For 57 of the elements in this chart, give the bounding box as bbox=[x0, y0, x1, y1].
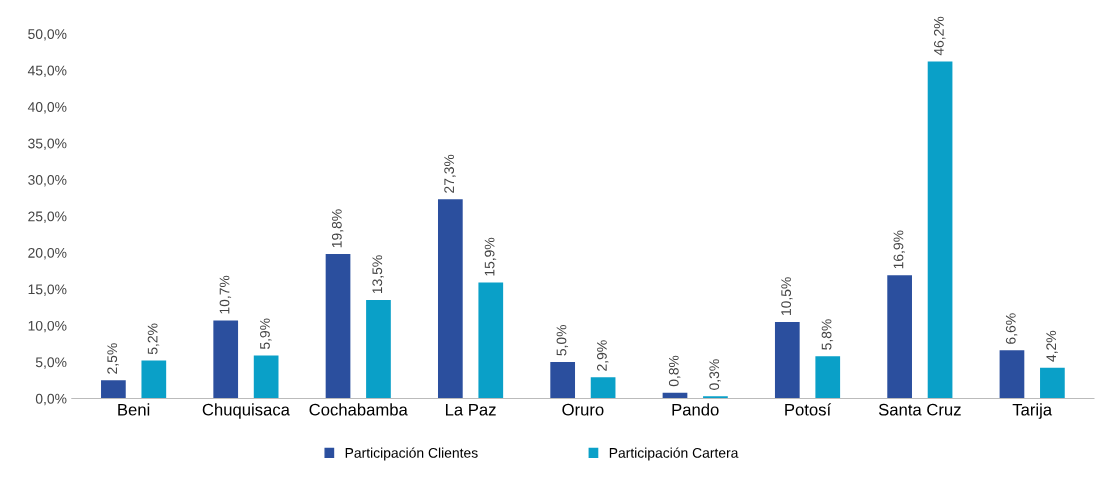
x-tick-label: Oruro bbox=[562, 403, 604, 416]
x-tick-label: Tarija bbox=[1012, 403, 1053, 419]
bar bbox=[325, 254, 351, 399]
y-tick-label: 30,0% bbox=[28, 175, 67, 187]
bar bbox=[253, 355, 279, 399]
data-label: 4,2% bbox=[1046, 330, 1058, 362]
data-label: 0,3% bbox=[709, 359, 721, 390]
x-tick-label: Chuquisaca bbox=[202, 403, 290, 419]
x-tick-label: Santa Cruz bbox=[878, 403, 961, 416]
bar bbox=[213, 320, 239, 399]
bar bbox=[774, 321, 800, 399]
data-label: 5,8% bbox=[821, 319, 834, 350]
data-label: 46,2% bbox=[933, 16, 946, 56]
bar bbox=[101, 380, 126, 399]
legend-label: Participación Clientes bbox=[345, 447, 478, 461]
y-tick-label: 5,0% bbox=[35, 357, 67, 369]
data-label: 15,9% bbox=[484, 237, 497, 276]
data-label: 16,9% bbox=[893, 230, 905, 269]
data-label: 5,9% bbox=[260, 318, 272, 350]
data-label: 10,7% bbox=[219, 275, 232, 314]
legend-label: Participación Cartera bbox=[609, 447, 739, 461]
y-tick-label: 45,0% bbox=[27, 65, 67, 78]
y-tick-label: 35,0% bbox=[28, 138, 67, 151]
y-tick-label: 40,0% bbox=[27, 102, 67, 114]
bar bbox=[437, 199, 463, 399]
data-label: 6,6% bbox=[1005, 313, 1018, 344]
x-tick-label: Potosí bbox=[785, 403, 832, 416]
data-label: 10,5% bbox=[781, 277, 793, 315]
data-label: 27,3% bbox=[444, 154, 456, 193]
bar bbox=[703, 396, 728, 399]
y-tick-label: 10,0% bbox=[28, 320, 67, 333]
bar bbox=[1040, 367, 1065, 399]
data-label: 5,0% bbox=[556, 325, 569, 356]
y-tick-label: 20,0% bbox=[28, 247, 67, 260]
bar bbox=[366, 300, 391, 399]
data-label: 13,5% bbox=[372, 255, 384, 294]
data-label: 2,5% bbox=[107, 343, 119, 374]
bar bbox=[815, 356, 841, 399]
x-tick-label: La Paz bbox=[445, 403, 496, 416]
data-label: 5,2% bbox=[147, 323, 160, 355]
data-label: 0,8% bbox=[668, 355, 681, 387]
data-label: 2,9% bbox=[597, 340, 609, 371]
y-tick-label: 50,0% bbox=[28, 29, 67, 41]
bar bbox=[887, 275, 912, 399]
y-tick-label: 15,0% bbox=[28, 284, 67, 296]
bar bbox=[478, 282, 504, 399]
x-tick-label: Cochabamba bbox=[309, 403, 408, 416]
bar bbox=[999, 350, 1025, 399]
y-tick-label: 25,0% bbox=[28, 211, 67, 223]
y-tick-label: 0,0% bbox=[35, 393, 67, 406]
bar bbox=[141, 360, 167, 399]
x-tick-label: Pando bbox=[672, 403, 719, 416]
bar bbox=[550, 362, 576, 399]
bar bbox=[927, 61, 953, 399]
bar bbox=[590, 377, 616, 399]
x-tick-label: Beni bbox=[118, 403, 150, 416]
data-label: 19,8% bbox=[331, 209, 344, 248]
